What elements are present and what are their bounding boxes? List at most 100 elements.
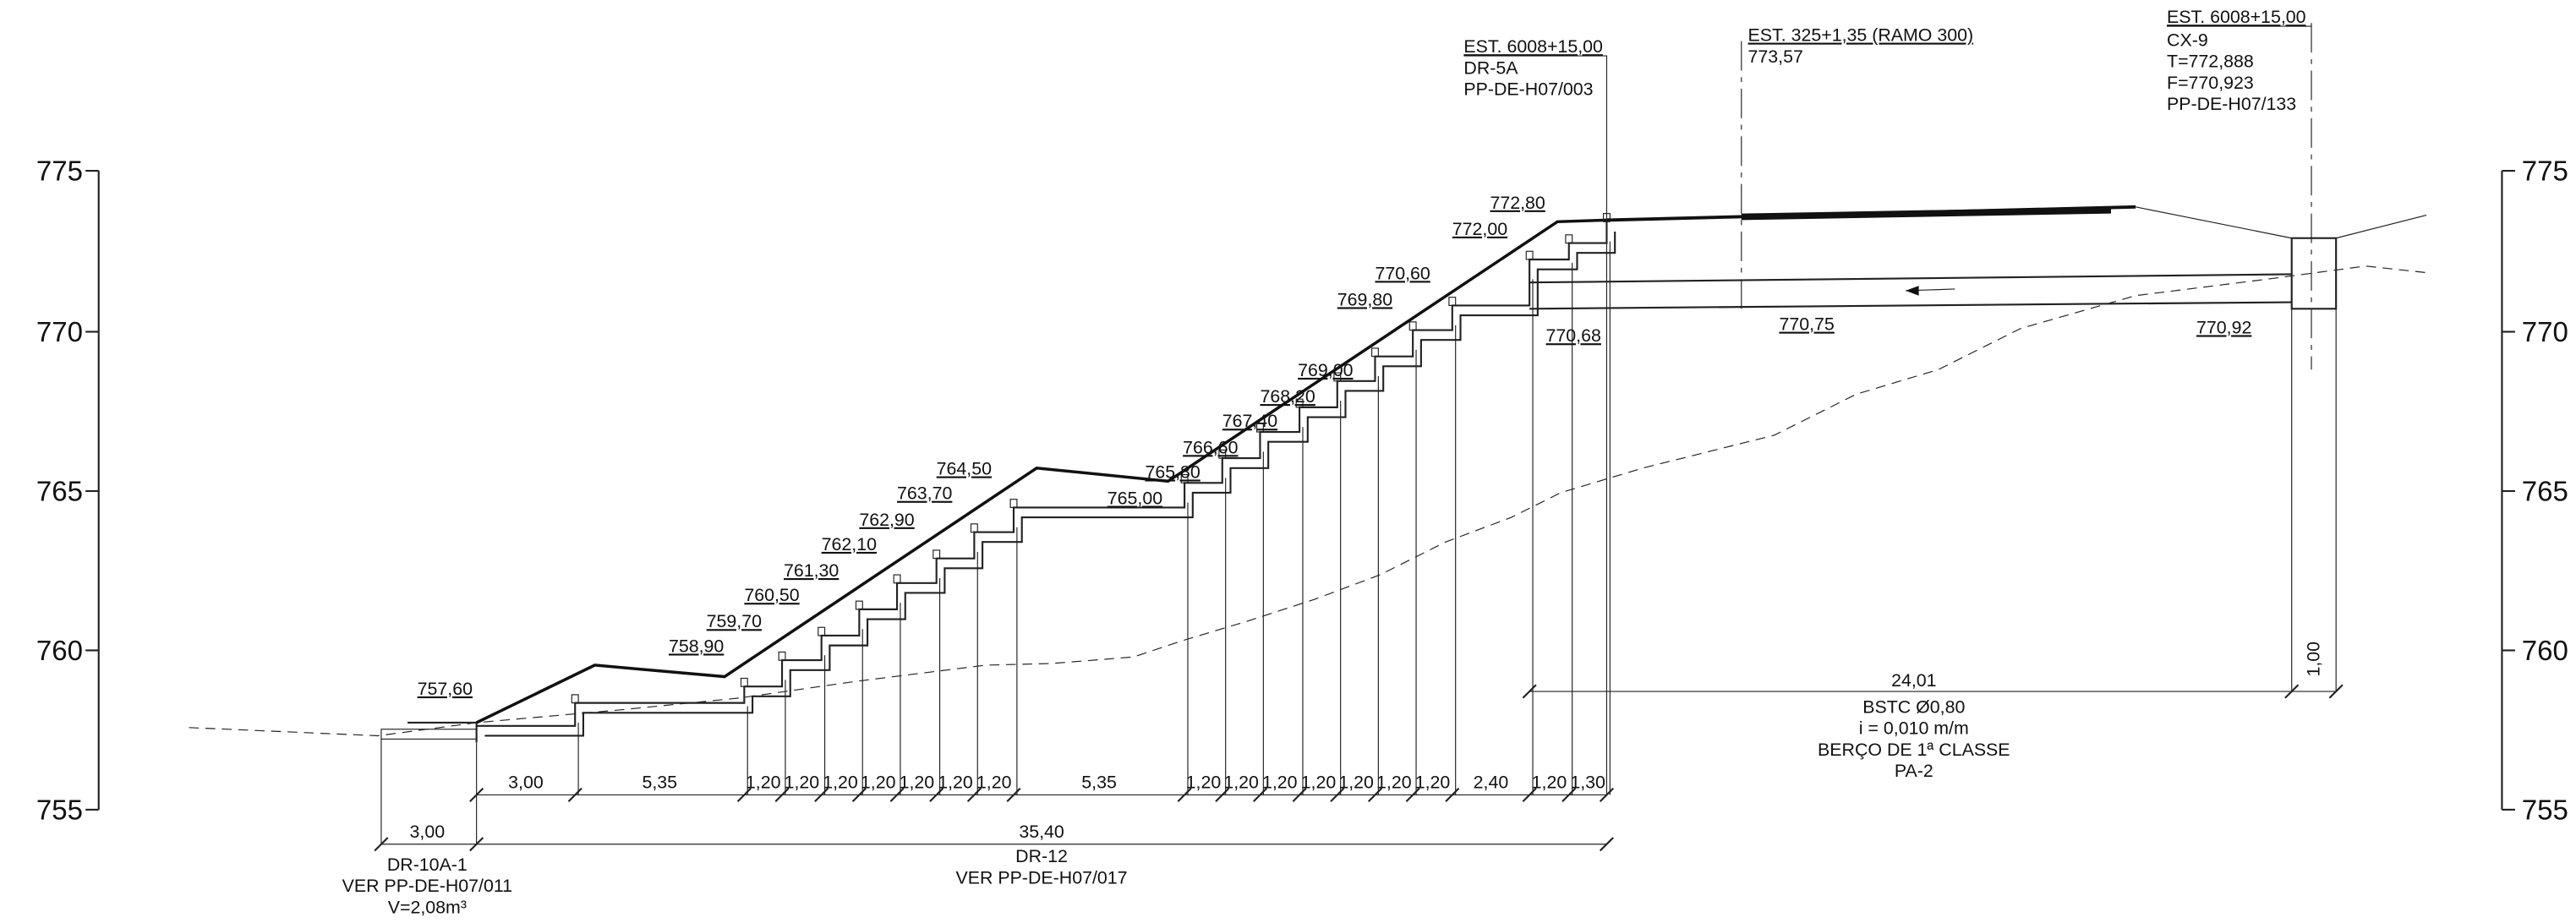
elevation-label: 761,30	[784, 560, 839, 581]
dimension: 5,35	[1081, 773, 1117, 793]
dimension: 2,40	[1474, 773, 1509, 793]
axis-label: 755	[36, 795, 83, 826]
elevation-label: 772,80	[1490, 193, 1545, 213]
annotation: CX-9	[2167, 30, 2208, 50]
step-post	[1255, 423, 1264, 433]
station: EST. 6008+15,00	[1463, 36, 1603, 57]
dim-tick	[929, 787, 944, 802]
axis-label: 765	[2522, 476, 2568, 507]
note: DR-12	[1015, 846, 1068, 866]
note: PA-2	[1895, 761, 1933, 781]
step-post	[1525, 250, 1534, 260]
step-post	[818, 626, 826, 636]
elevation-label: 757,60	[418, 679, 473, 699]
dimension: 1,20	[1186, 773, 1222, 793]
dim-tick	[374, 837, 389, 852]
dim-tick	[469, 787, 484, 802]
dimension: 1,20	[823, 773, 858, 793]
dimension: 1,20	[1301, 773, 1337, 793]
step-post	[1295, 398, 1304, 408]
elevation-label: 762,90	[859, 510, 914, 530]
elevation-label: 759,70	[707, 611, 762, 631]
dimension: 1,20	[938, 773, 973, 793]
step-post	[1448, 297, 1457, 306]
note: VER PP-DE-H07/011	[342, 876, 512, 896]
step-post	[1180, 473, 1189, 483]
dimension: 1,00	[2304, 642, 2324, 677]
dim-tick	[889, 787, 905, 802]
dimension: 3,00	[410, 822, 446, 842]
dimension: 35,40	[1019, 822, 1064, 842]
annotation: F=770,923	[2167, 73, 2254, 93]
elevation-label: 772,00	[1452, 219, 1507, 239]
dim-tick	[1599, 837, 1614, 852]
step-post	[740, 677, 748, 687]
dim-tick	[1522, 684, 1537, 699]
step-post	[1009, 499, 1018, 508]
elevation-label: 765,00	[1108, 489, 1162, 509]
step-post	[1565, 234, 1573, 244]
dim-tick	[1599, 787, 1614, 802]
elevation-label: 767,40	[1222, 411, 1277, 431]
annotation: PP-DE-H07/003	[1463, 79, 1593, 100]
note: BSTC Ø0,80	[1862, 696, 1965, 717]
axis-label: 765	[36, 476, 83, 507]
elevation-label: 770,68	[1546, 325, 1601, 346]
step-post	[933, 549, 941, 560]
dimension: 1,20	[746, 773, 781, 793]
step-post	[571, 694, 579, 704]
dimension: 1,20	[785, 773, 820, 793]
note: V=2,08m³	[388, 897, 467, 917]
dim-tick	[567, 787, 582, 802]
annotation: PP-DE-H07/133	[2167, 94, 2296, 114]
step-post	[1371, 347, 1379, 358]
dimension: 1,20	[1532, 773, 1567, 793]
left-axis: 775 770 765 760 755	[36, 156, 83, 826]
step-post	[893, 574, 901, 584]
elevation-label: 769,00	[1298, 360, 1353, 380]
axis-label: 775	[36, 156, 83, 187]
dim-tick	[1522, 787, 1537, 802]
axis-label: 770	[36, 316, 83, 347]
step-post	[970, 523, 978, 533]
dimension: 1,20	[976, 773, 1012, 793]
axis-label: 760	[2522, 635, 2568, 666]
annotation: DR-5A	[1463, 57, 1518, 78]
dim-tick	[2284, 684, 2300, 699]
dim-tick	[1215, 787, 1230, 802]
note: DR-10A-1	[387, 855, 468, 875]
axis-label: 775	[2522, 156, 2568, 187]
step-post	[1408, 321, 1417, 331]
dimension: 3,00	[508, 773, 544, 793]
dimension: 1,20	[1338, 773, 1374, 793]
dimension: 24,01	[1891, 670, 1936, 691]
note: BERÇO DE 1ª CLASSE	[1818, 740, 2010, 760]
dimension: 1,20	[861, 773, 896, 793]
dim-tick	[1330, 787, 1345, 802]
note: VER PP-DE-H07/017	[956, 867, 1128, 888]
annotation: 773,57	[1748, 46, 1803, 67]
dimension: 1,20	[1262, 773, 1298, 793]
elevation-label: 770,75	[1779, 314, 1834, 335]
dimension: 1,20	[900, 773, 935, 793]
elevation-label: 763,70	[897, 483, 952, 504]
stair-bottom	[484, 231, 1616, 737]
dim-tick	[1405, 787, 1420, 802]
dim-tick	[1292, 787, 1307, 802]
elevation-label: 760,50	[744, 585, 799, 605]
dim-tick	[469, 837, 484, 852]
axis-label: 770	[2522, 316, 2568, 347]
linework	[97, 23, 2503, 845]
dimension: 1,20	[1376, 773, 1412, 793]
elevation-label: 770,92	[2196, 317, 2251, 337]
dimension: 1,30	[1570, 773, 1605, 793]
station: EST. 325+1,35 (RAMO 300)	[1748, 25, 1974, 46]
dim-tick	[2328, 684, 2344, 699]
elevation-label: 762,10	[822, 534, 877, 554]
dimension: 1,20	[1223, 773, 1259, 793]
step-post	[1333, 372, 1342, 382]
elevation-label: 765,80	[1145, 462, 1200, 482]
annotations: EST. 6008+15,00 DR-5A PP-DE-H07/003 EST.…	[342, 7, 2324, 917]
